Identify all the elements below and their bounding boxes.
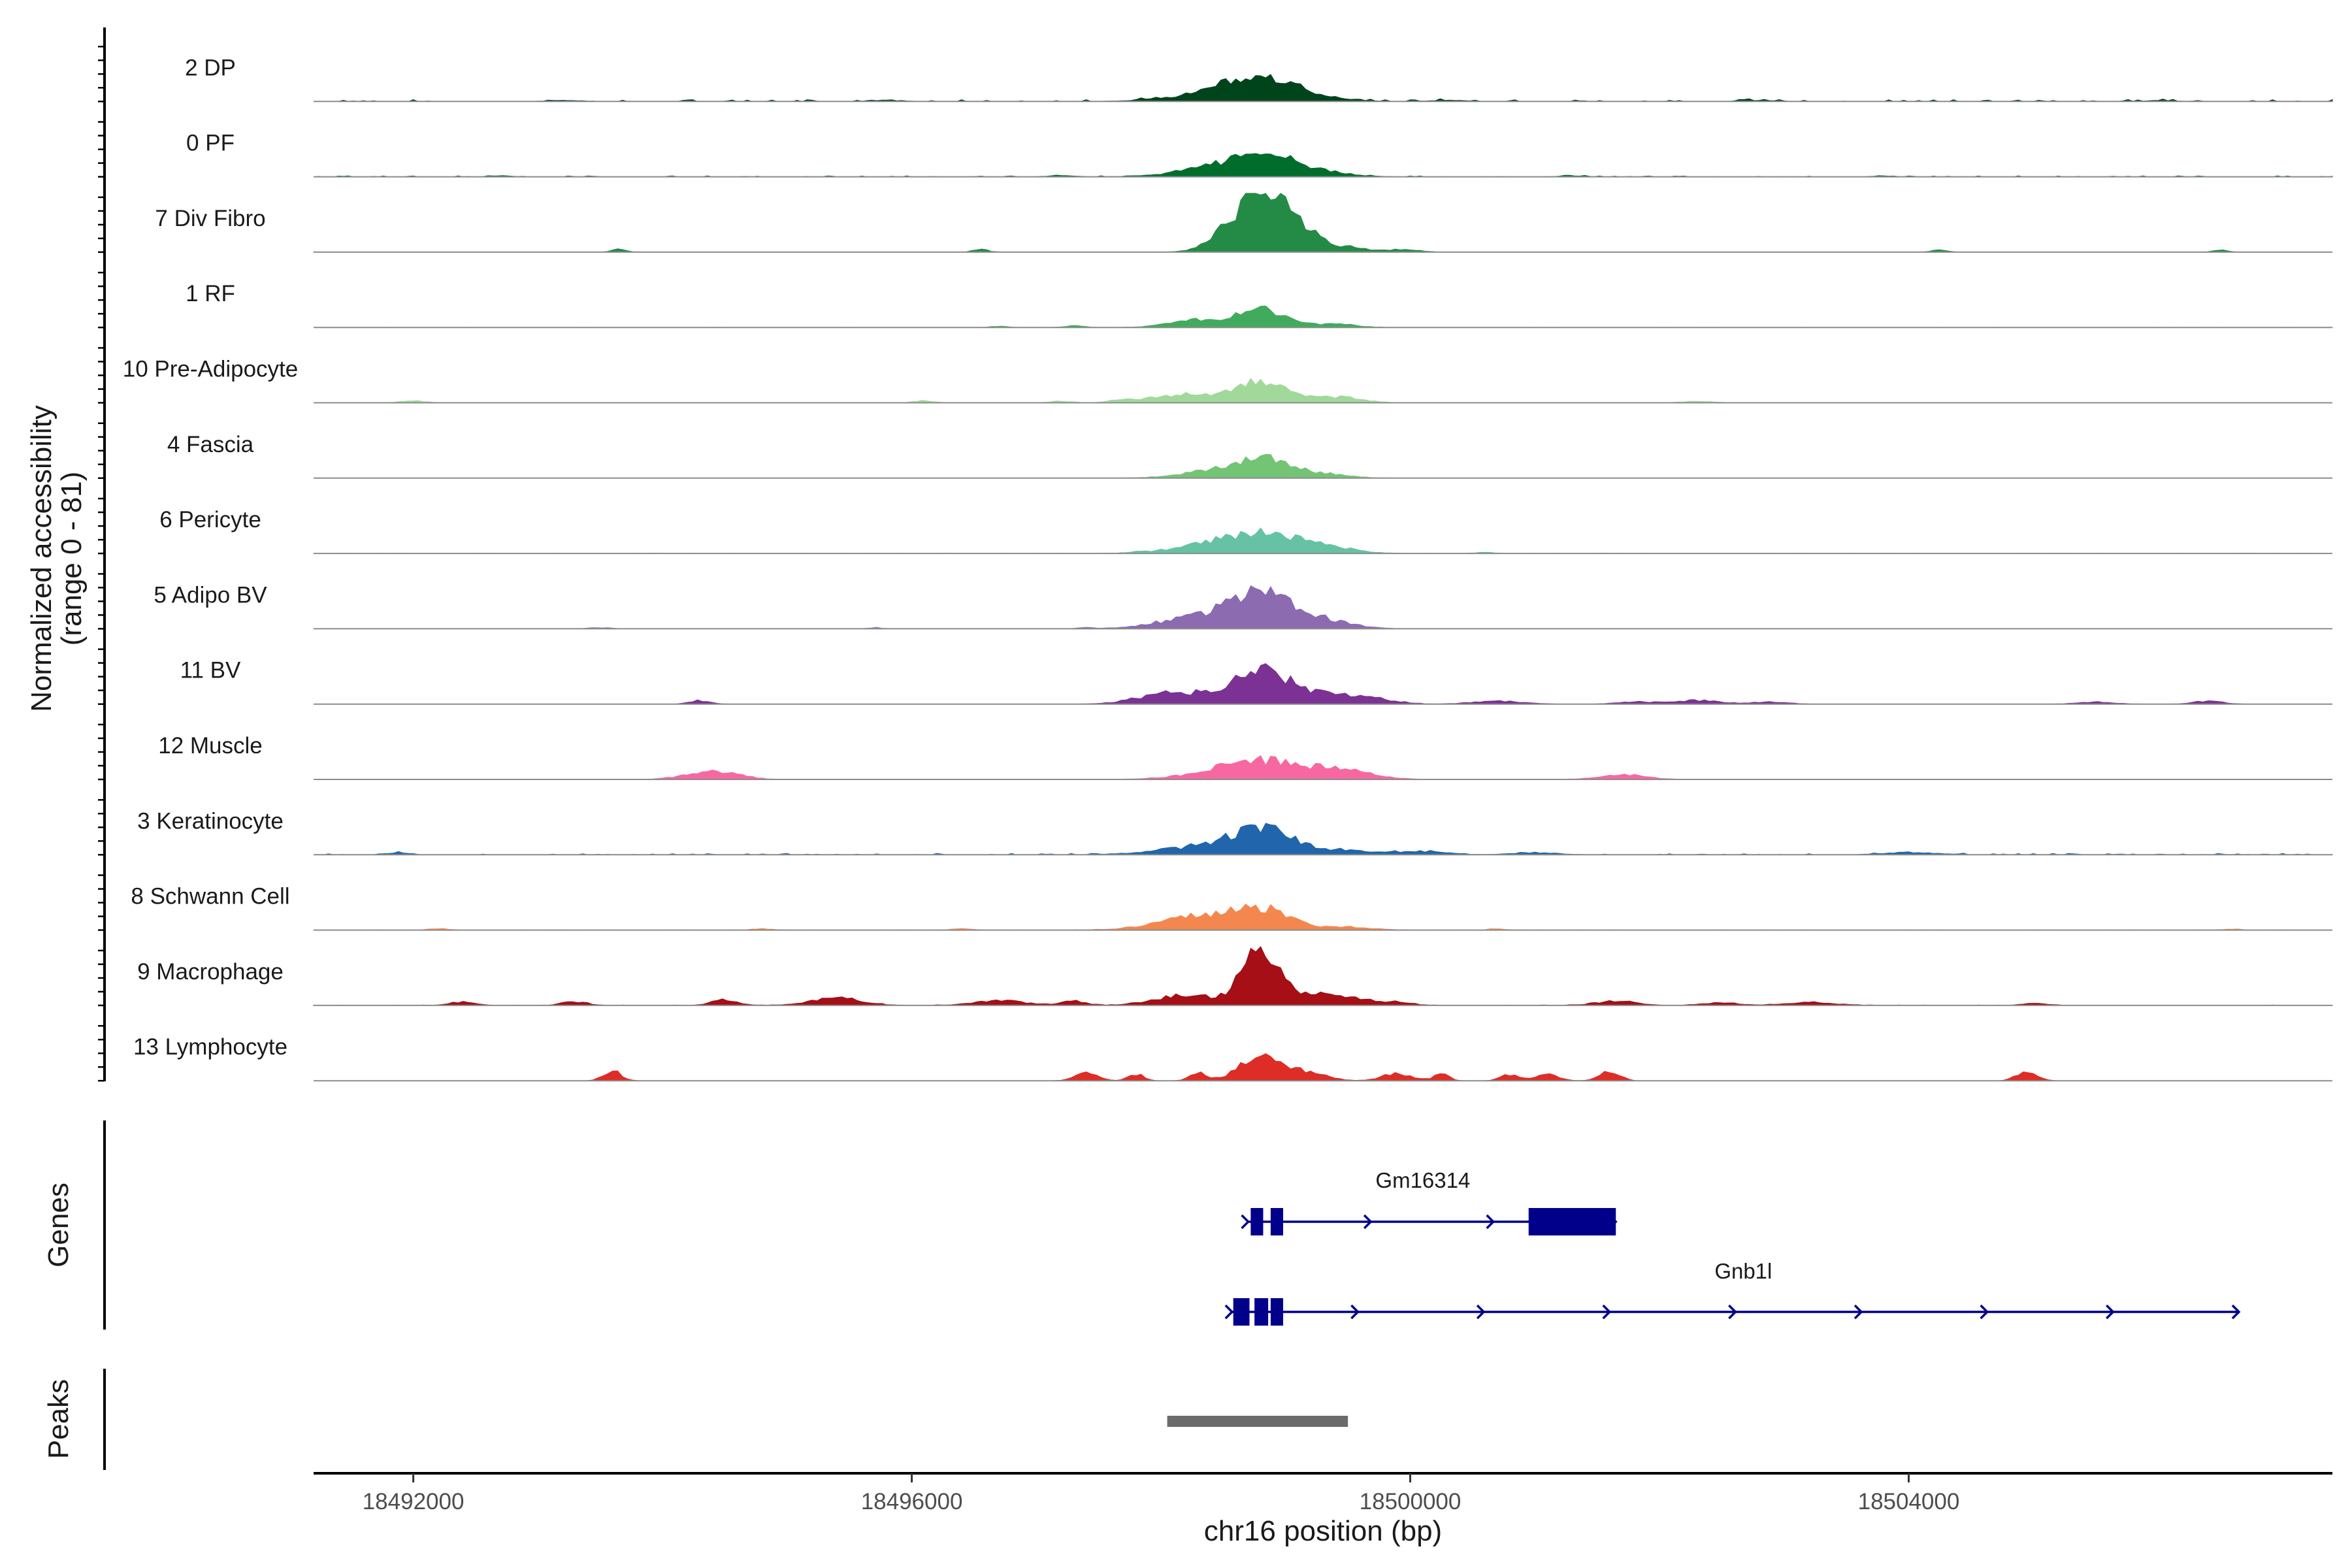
y-axis-title-line1: Normalized accessibility: [25, 405, 57, 711]
coverage-area: [313, 904, 2333, 931]
track-label: 13 Lymphocyte: [133, 1034, 287, 1060]
exon: [1270, 1298, 1283, 1326]
track-9: 11 BV: [180, 658, 2332, 705]
genes-panel: Genes Gm16314 Gnb1l: [42, 1168, 2241, 1326]
strand-arrow: [1350, 1304, 1360, 1320]
coverage-area: [313, 527, 2332, 554]
peaks-panel: Peaks: [42, 1379, 1348, 1459]
coverage-area: [314, 378, 2332, 404]
gene-gm16314: Gm16314: [1241, 1168, 1618, 1235]
track-11: 3 Keratinocyte: [137, 808, 2333, 856]
x-tick-label: 18492000: [363, 1489, 465, 1514]
x-axis-title: chr16 position (bp): [1204, 1515, 1442, 1547]
coverage-area: [314, 1053, 2332, 1081]
exon: [1250, 1208, 1264, 1235]
strand-arrow: [1486, 1214, 1495, 1230]
coverage-area: [313, 153, 2333, 178]
exon: [1233, 1298, 1250, 1326]
track-label: 8 Schwann Cell: [131, 884, 289, 909]
genes-panel-title: Genes: [42, 1183, 74, 1267]
track-label: 11 BV: [180, 658, 241, 683]
exon: [1528, 1208, 1616, 1235]
strand-arrow: [1241, 1214, 1250, 1230]
track-label: 4 Fascia: [167, 432, 254, 457]
track-8: 5 Adipo BV: [154, 582, 2332, 630]
track-4: 1 RF: [186, 281, 2333, 329]
coverage-area: [314, 755, 2332, 780]
track-10: 12 Muscle: [158, 733, 2332, 780]
track-6: 4 Fascia: [167, 432, 2332, 479]
coverage-area: [314, 305, 2333, 328]
x-tick-label: 18496000: [861, 1489, 963, 1514]
track-label: 2 DP: [185, 55, 236, 80]
strand-arrow: [1363, 1214, 1373, 1230]
track-label: 3 Keratinocyte: [137, 808, 284, 834]
gene-label: Gm16314: [1375, 1168, 1470, 1192]
track-label: 1 RF: [186, 281, 235, 306]
exon: [1254, 1298, 1269, 1326]
coverage-area: [314, 823, 2333, 855]
coverage-tracks: 2 DP 0 PF 7 Div Fibro 1 RF 10 Pre-Adipocyte 4…: [123, 55, 2333, 1082]
strand-arrow: [1224, 1304, 1234, 1320]
track-label: 0 PF: [186, 131, 235, 156]
exon: [1270, 1208, 1283, 1235]
x-axis: chr16 position (bp) 18492000 18496000 1850…: [314, 1472, 2332, 1547]
track-2: 0 PF: [186, 131, 2333, 178]
coverage-area: [313, 946, 2333, 1006]
strand-arrow: [2231, 1304, 2241, 1320]
coverage-area: [314, 453, 2332, 479]
strand-arrow: [1980, 1304, 1989, 1320]
track-12: 8 Schwann Cell: [131, 884, 2333, 931]
track-label: 9 Macrophage: [137, 959, 284, 985]
gene-gnb1l: Gnb1l: [1224, 1259, 2241, 1326]
y-axis-title-line2: (range 0 - 81): [56, 472, 88, 646]
strand-arrow: [1476, 1304, 1486, 1320]
track-5: 10 Pre-Adipocyte: [123, 357, 2332, 404]
strand-arrow: [1854, 1304, 1863, 1320]
track-3: 7 Div Fibro: [155, 193, 2332, 253]
x-tick-label: 18504000: [1858, 1489, 1960, 1514]
track-13: 9 Macrophage: [137, 946, 2333, 1006]
track-label: 10 Pre-Adipocyte: [123, 357, 298, 382]
track-7: 6 Pericyte: [159, 507, 2332, 555]
strand-arrow: [1602, 1304, 1612, 1320]
peak-region: [1167, 1416, 1348, 1427]
track-label: 7 Div Fibro: [155, 206, 265, 231]
x-tick-label: 18500000: [1360, 1489, 1462, 1514]
track-label: 12 Muscle: [158, 733, 263, 759]
coverage-area: [313, 193, 2332, 253]
track-label: 5 Adipo BV: [154, 582, 267, 608]
track-14: 13 Lymphocyte: [133, 1034, 2332, 1082]
y-axis-title: Normalized accessibility (range 0 - 81): [25, 405, 88, 711]
coverage-area: [314, 74, 2333, 102]
gene-label: Gnb1l: [1714, 1259, 1772, 1283]
coverage-area: [313, 585, 2332, 629]
coverage-area: [314, 663, 2332, 705]
left-axes: [98, 27, 106, 1470]
strand-arrow: [2106, 1304, 2115, 1320]
strand-arrow: [1728, 1304, 1737, 1320]
peaks-panel-title: Peaks: [42, 1379, 74, 1459]
track-label: 6 Pericyte: [159, 507, 261, 532]
track-1: 2 DP: [185, 55, 2333, 103]
